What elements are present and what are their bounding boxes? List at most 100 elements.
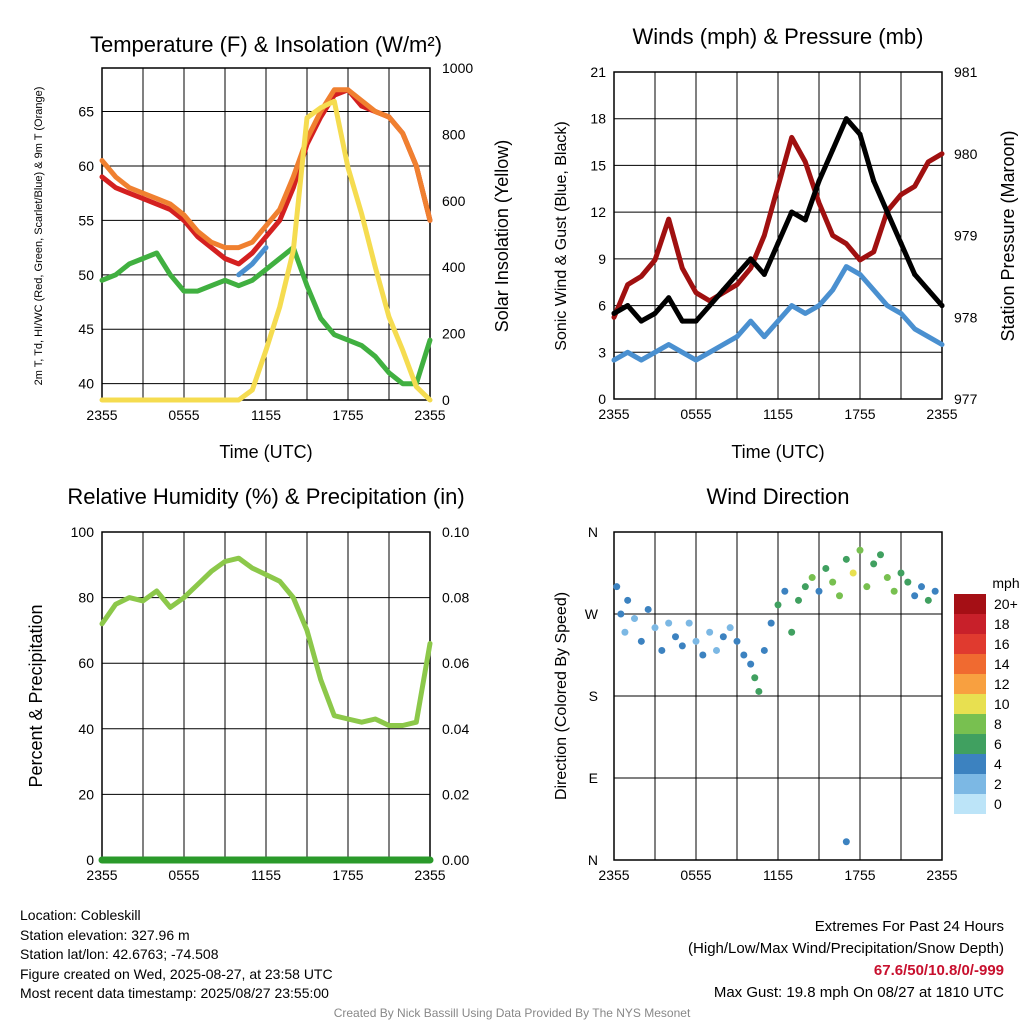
colorbar-label: 6 [994, 736, 1002, 752]
y2-tick-label: 800 [442, 126, 466, 142]
gust-point [611, 310, 617, 316]
direction-point [918, 583, 925, 591]
y-tick-label: 100 [71, 524, 95, 540]
winds-grid [614, 72, 942, 399]
x-tick-label: 1155 [763, 867, 793, 883]
direction-point [747, 660, 755, 668]
direction-point [624, 596, 632, 604]
series-line [99, 245, 433, 387]
temperature-xlabel: Time (UTC) [219, 442, 312, 462]
direction-point [890, 587, 898, 595]
direction-point [706, 628, 714, 636]
max-gust: Max Gust: 19.8 mph On 08/27 at 1810 UTC [713, 984, 1004, 1001]
y2-tick-label: 0.10 [442, 524, 469, 540]
direction-point [658, 646, 666, 654]
gust-point [748, 256, 754, 262]
direction-point [870, 560, 878, 568]
y-tick-label: 15 [590, 157, 606, 173]
gust-point [720, 287, 726, 293]
x-tick-label: 1755 [844, 406, 875, 422]
winds-ylabel-right: Station Pressure (Maroon) [998, 130, 1018, 341]
direction-point [842, 555, 850, 563]
colorbar-swatch [954, 674, 986, 694]
series-line [99, 87, 433, 251]
temperature-series [99, 87, 433, 403]
gust-point [802, 217, 808, 223]
colorbar-swatch [954, 794, 986, 814]
colorbar-swatch [954, 634, 986, 654]
gust-point [816, 178, 822, 184]
colorbar-label: 14 [994, 656, 1010, 672]
humidity-grid [102, 532, 430, 860]
humidity-series [98, 555, 434, 864]
y2-tick-label: 0.08 [442, 590, 469, 606]
y-tick-label: 60 [78, 158, 94, 174]
y-tick-label: 65 [78, 104, 94, 120]
direction-point [740, 651, 748, 659]
gust-point [666, 295, 672, 301]
direction-point [836, 592, 843, 600]
humidity-ylabel-left: Percent & Precipitation [26, 604, 46, 787]
y-tick-label: 18 [590, 111, 606, 127]
direction-point [897, 569, 905, 577]
direction-point [699, 651, 707, 659]
direction-point [692, 637, 700, 645]
direction-point [617, 610, 625, 618]
direction-point [801, 583, 809, 591]
direction-point [751, 674, 759, 682]
gust-point [884, 209, 890, 215]
y2-tick-label: 0.02 [442, 786, 469, 802]
y-tick-label: 12 [590, 204, 606, 220]
y2-tick-label: 0.06 [442, 655, 469, 671]
y2-tick-label: 978 [954, 309, 978, 325]
y-tick-label: 6 [598, 298, 606, 314]
direction-point [911, 592, 919, 600]
y2-tick-label: 979 [954, 228, 978, 244]
winds-series [611, 116, 945, 363]
gust-point [775, 240, 781, 246]
y2-tick-label: 200 [442, 326, 466, 342]
direction-tick-label: N [588, 524, 598, 540]
direction-point [726, 624, 734, 632]
direction-point [760, 646, 768, 654]
direction-point [672, 633, 679, 641]
x-tick-label: 2355 [86, 407, 117, 423]
y-tick-label: 20 [78, 786, 94, 802]
gust-point [693, 318, 699, 324]
direction-point [931, 587, 939, 595]
direction-point [719, 633, 727, 641]
figure-created: Figure created on Wed, 2025-08-27, at 23… [20, 965, 333, 982]
series-line [99, 555, 433, 728]
direction-point [788, 628, 796, 636]
y2-tick-label: 400 [442, 259, 466, 275]
y-tick-label: 60 [78, 655, 94, 671]
colorbar-swatch [954, 594, 986, 614]
y2-tick-label: 981 [954, 64, 978, 80]
colorbar-swatch [954, 694, 986, 714]
temperature-title: Temperature (F) & Insolation (W/m²) [90, 32, 442, 57]
gust-point [707, 303, 713, 309]
x-tick-label: 2355 [926, 406, 957, 422]
winds-title: Winds (mph) & Pressure (mb) [633, 24, 924, 49]
y2-tick-label: 0.04 [442, 721, 469, 737]
gust-point [761, 271, 767, 277]
y-tick-label: 40 [78, 376, 94, 392]
direction-series [613, 546, 939, 846]
direction-point [856, 546, 864, 554]
direction-point [637, 637, 645, 645]
colorbar-swatch [954, 654, 986, 674]
colorbar-label: 12 [994, 676, 1010, 692]
winds-ticks: 2355 0555 1155 1755 235503691215182197797897… [590, 64, 977, 422]
direction-point [713, 646, 720, 654]
y2-tick-label: 0 [442, 392, 450, 408]
x-tick-label: 2355 [926, 867, 957, 883]
y-tick-label: 0 [598, 391, 606, 407]
direction-point [781, 587, 789, 595]
extremes-title: Extremes For Past 24 Hours [814, 918, 1004, 935]
gust-point [789, 209, 795, 215]
speed-colorbar: mph 20+ 18 16 14 12 10 8 6 4 2 0 [954, 575, 1020, 814]
y-tick-label: 50 [78, 267, 94, 283]
gust-point [652, 310, 658, 316]
winds-xlabel: Time (UTC) [731, 442, 824, 462]
direction-point [822, 564, 830, 572]
